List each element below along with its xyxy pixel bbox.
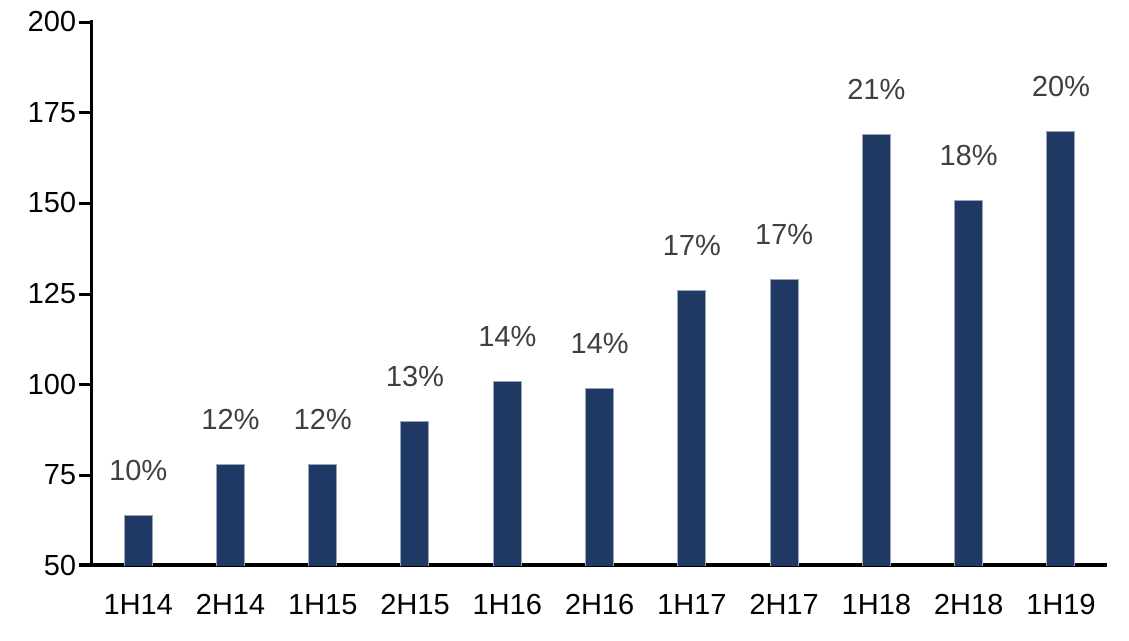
y-tick-label: 125: [27, 278, 76, 310]
bar-2h17: [769, 279, 799, 566]
bar-1h16: [492, 381, 522, 566]
bar-1h18: [861, 134, 891, 566]
bar-value-label: 14%: [478, 321, 537, 354]
bar-value-label: 10%: [109, 455, 168, 488]
y-tick-label: 100: [27, 368, 76, 401]
bar-value-label: 12%: [201, 404, 260, 437]
bar-2h14: [215, 464, 245, 566]
y-tick-mark: [79, 111, 91, 115]
x-tick-label-1h19: 1H19: [1026, 589, 1096, 621]
x-tick-label-2h18: 2H18: [933, 589, 1004, 621]
x-tick-label-1h15: 1H15: [288, 589, 358, 621]
bar-value-label: 18%: [939, 139, 998, 172]
y-tick-label: 200: [27, 6, 76, 38]
y-tick-label: 175: [27, 96, 76, 129]
x-tick-label-1h17: 1H17: [657, 589, 727, 621]
bar-value-label: 17%: [662, 230, 721, 263]
bar-2h15: [400, 420, 430, 566]
y-tick-label: 150: [27, 187, 76, 220]
y-tick-mark: [79, 292, 91, 296]
bar-1h17: [677, 290, 707, 566]
y-tick-mark: [79, 473, 91, 477]
y-tick-mark: [79, 201, 91, 205]
bar-2h18: [954, 199, 984, 566]
bar-1h19: [1046, 130, 1076, 566]
bar-value-label: 20%: [1031, 70, 1090, 103]
x-tick-label-2h14: 2H14: [195, 589, 266, 621]
x-tick-label-2h15: 2H15: [380, 589, 450, 621]
bar-1h14: [123, 515, 153, 566]
x-tick-label-2h17: 2H17: [749, 589, 819, 621]
bar-2h16: [585, 388, 614, 566]
y-axis-line: [90, 20, 93, 567]
x-tick-label-1h14: 1H14: [103, 589, 173, 621]
bar-value-label: 12%: [293, 404, 352, 437]
y-tick-mark: [79, 20, 91, 24]
bar-value-label: 21%: [847, 74, 906, 107]
x-tick-label-2h16: 2H16: [564, 589, 635, 621]
bar-value-label: 17%: [755, 219, 814, 252]
y-tick-mark: [79, 383, 91, 387]
bar-value-label: 14%: [570, 328, 629, 361]
bar-value-label: 13%: [385, 360, 444, 393]
x-tick-label-1h18: 1H18: [841, 589, 911, 621]
y-tick-label: 50: [43, 550, 76, 582]
y-tick-label: 75: [43, 459, 76, 492]
x-tick-label-1h16: 1H16: [472, 589, 542, 621]
bar-1h15: [308, 464, 338, 566]
